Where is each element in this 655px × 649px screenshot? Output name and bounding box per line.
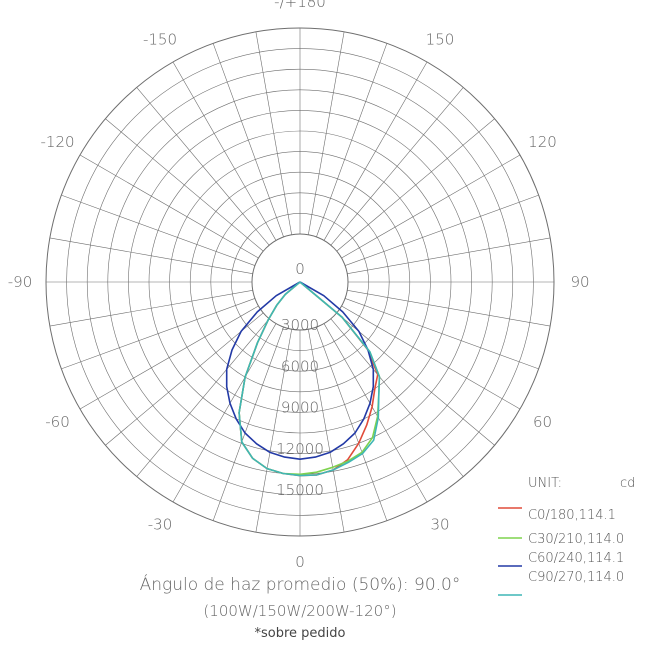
grid-spoke (345, 194, 539, 266)
series-line-3 (238, 281, 381, 477)
grid-spoke (136, 318, 270, 477)
grid-spoke (347, 290, 551, 327)
angle-tick-labels: -/+180 150 120 90 60 30 0 -30 -60 -90 -120 -150 (8, 0, 590, 571)
grid-spoke (345, 298, 539, 370)
radial-tick-label: 3000 (281, 316, 319, 334)
grid-spoke (308, 31, 345, 235)
grid-spoke (49, 290, 253, 327)
grid-spoke (341, 154, 521, 259)
angle-tick-label: -60 (45, 413, 70, 431)
grid-spoke (323, 61, 428, 241)
beam-angle-caption: Ángulo de haz promedio (50%): 90.0° (139, 575, 461, 595)
grid-spoke (136, 87, 270, 246)
grid-spoke (330, 87, 464, 246)
angle-tick-label: -120 (40, 133, 74, 151)
grid-spoke (172, 323, 277, 503)
grid-spoke (79, 154, 259, 259)
legend: UNIT: cd C0/180,114.1 C30/210,114.0 C60/240,… (498, 476, 635, 596)
angle-tick-label: 60 (533, 413, 552, 431)
grid-spoke (316, 43, 388, 237)
polar-grid (45, 27, 555, 537)
unit-value: cd (620, 476, 635, 491)
radial-tick-labels: 0 3000 6000 9000 12000 15000 (276, 260, 324, 499)
grid-spoke (255, 31, 292, 235)
grid-spoke (49, 237, 253, 274)
angle-tick-label: 120 (528, 133, 557, 151)
grid-spoke (61, 194, 255, 266)
grid-spoke (336, 118, 495, 252)
angle-tick-label: 30 (430, 515, 449, 533)
grid-spoke (212, 43, 284, 237)
series-line-2 (225, 281, 375, 460)
grid-spoke (79, 305, 259, 410)
grid-spoke (172, 61, 277, 241)
grid-spoke (105, 118, 264, 252)
angle-tick-label: 150 (426, 31, 455, 49)
angle-tick-label: -150 (143, 31, 177, 49)
angle-tick-label: 0 (295, 553, 305, 571)
grid-spoke (105, 312, 264, 446)
angle-tick-label: -30 (148, 515, 173, 533)
grid-spoke (61, 298, 255, 370)
grid-spoke (316, 327, 388, 521)
grid-spoke (212, 327, 284, 521)
grid-spoke (341, 305, 521, 410)
radial-tick-label: 9000 (281, 399, 319, 417)
grid-spoke (347, 237, 551, 274)
grid-spoke (336, 312, 495, 446)
angle-tick-label: 90 (570, 273, 589, 291)
grid-spoke (323, 323, 428, 503)
grid-spoke (330, 318, 464, 477)
radial-tick-label: 12000 (276, 440, 324, 458)
legend-label: C60/240,114.1 (528, 551, 624, 566)
radial-tick-label: 0 (295, 260, 305, 278)
unit-label: UNIT: (528, 476, 562, 491)
on-request-note: *sobre pedido (254, 626, 346, 641)
legend-label: C90/270,114.0 (528, 570, 624, 585)
grid-spoke (255, 329, 292, 533)
angle-tick-label: -90 (8, 273, 33, 291)
radial-tick-label: 15000 (276, 481, 324, 499)
radial-tick-label: 6000 (281, 357, 319, 375)
legend-label: C30/210,114.0 (528, 532, 624, 547)
intensity-curves (225, 281, 381, 477)
angle-tick-label: -/+180 (274, 0, 326, 11)
grid-spoke (308, 329, 345, 533)
legend-label: C0/180,114.1 (528, 508, 616, 523)
wattage-caption: (100W/150W/200W-120°) (203, 602, 397, 620)
